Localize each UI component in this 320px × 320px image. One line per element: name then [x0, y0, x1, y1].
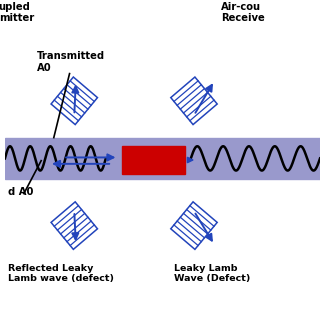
Bar [5, 138, 320, 179]
Text: upled
mitter: upled mitter [0, 2, 34, 23]
Text: Leaky Lamb
Wave (Defect): Leaky Lamb Wave (Defect) [173, 264, 250, 284]
Text: Transmitted
A0: Transmitted A0 [36, 51, 105, 73]
Text: Reflected Leaky
Lamb wave (defect): Reflected Leaky Lamb wave (defect) [8, 264, 114, 284]
Text: d A0: d A0 [8, 187, 34, 197]
Text: Air-cou
Receive: Air-cou Receive [221, 2, 265, 23]
Bar [122, 146, 185, 174]
